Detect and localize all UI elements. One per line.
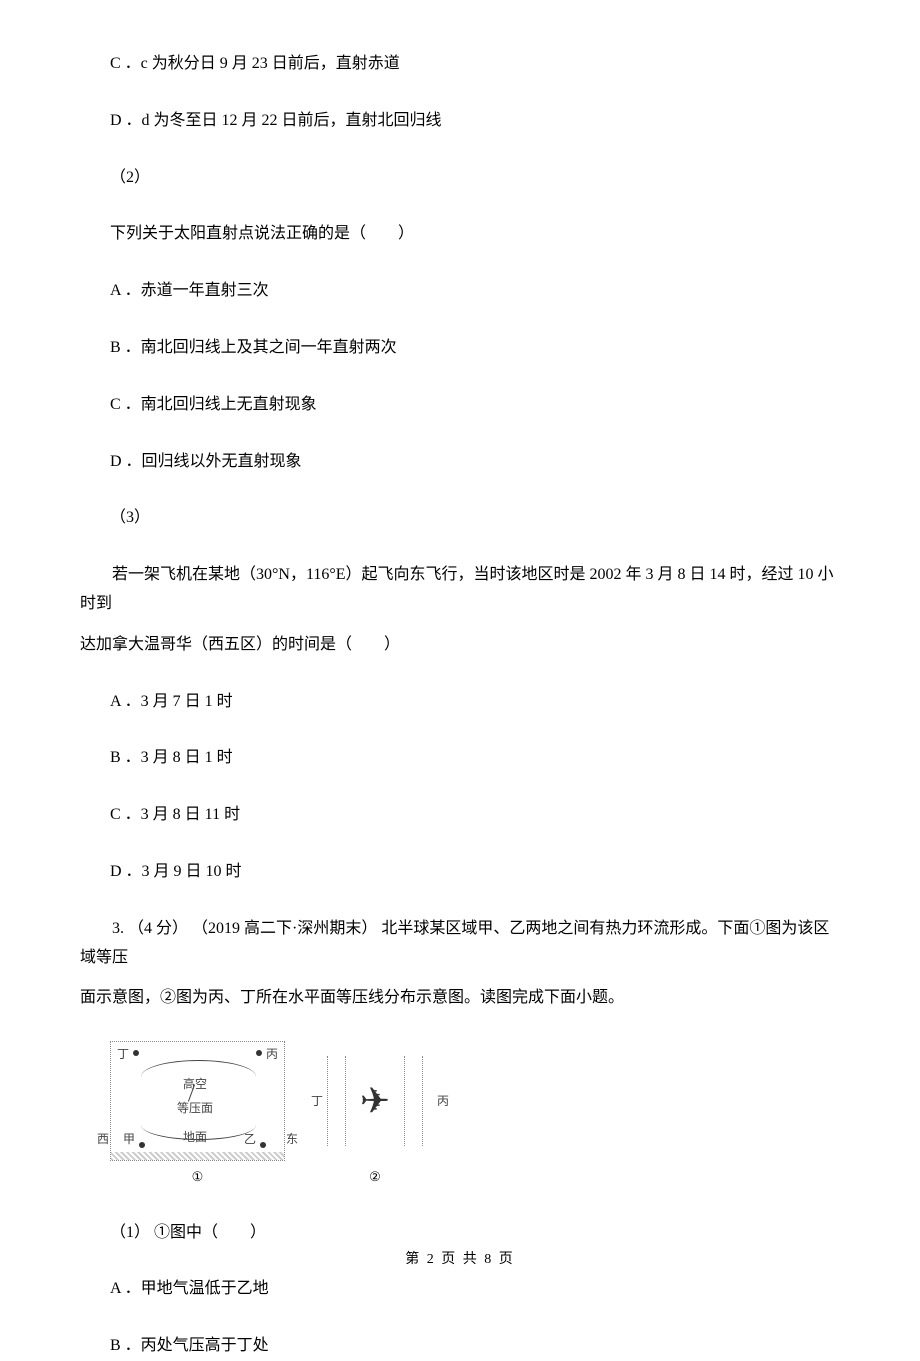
d1-label-ding: 丁	[117, 1044, 129, 1066]
diagram-container: 丁 丙 高空 等压面 地面 西 甲 乙 东 ①	[110, 1041, 840, 1188]
d1-label-ground: 地面	[183, 1127, 207, 1149]
qmain3-header-line2: 面示意图，②图为丙、丁所在水平面等压线分布示意图。读图完成下面小题。	[80, 984, 840, 1013]
d1-label-bing: 丙	[266, 1044, 278, 1066]
qmain3-sub1-option-a: A ．甲地气温低于乙地	[110, 1275, 840, 1304]
d1-label-sky: 高空	[183, 1074, 207, 1096]
q2-prompt: 下列关于太阳直射点说法正确的是（ ）	[110, 220, 840, 249]
q3-option-d: D ．3 月 9 日 10 时	[110, 858, 840, 887]
q3-option-b: B ．3 月 8 日 1 时	[110, 744, 840, 773]
d1-label-west: 西	[97, 1129, 109, 1151]
d2-line-3	[404, 1056, 405, 1146]
d1-dot-tr	[256, 1050, 262, 1056]
page-footer: 第 2 页 共 8 页	[0, 1247, 920, 1272]
qmain3-sub1-option-b: B ．丙处气压高于丁处	[110, 1332, 840, 1361]
d1-label-east: 东	[286, 1129, 298, 1151]
q2-option-b: B ．南北回归线上及其之间一年直射两次	[110, 334, 840, 363]
q2-option-c: C ．南北回归线上无直射现象	[110, 391, 840, 420]
d1-label-jia: 甲	[123, 1129, 135, 1151]
diagram-1: 丁 丙 高空 等压面 地面 西 甲 乙 东	[110, 1041, 285, 1161]
q2-number: （2）	[110, 164, 840, 193]
diagram-2: 丁 丙 ✈	[315, 1041, 435, 1161]
d2-arrow-icon: ✈	[360, 1083, 390, 1119]
q1-option-d: D ．d 为冬至日 12 月 22 日前后，直射北回归线	[110, 107, 840, 136]
d2-label-ding: 丁	[311, 1091, 323, 1113]
q3-prompt-line1: 若一架飞机在某地（30°N，116°E）起飞向东飞行，当时该地区时是 2002 …	[80, 561, 840, 619]
d1-dot-tl	[133, 1050, 139, 1056]
d1-number: ①	[110, 1165, 285, 1188]
d1-dot-bl	[139, 1142, 145, 1148]
q3-prompt-line2: 达加拿大温哥华（西五区）的时间是（ ）	[80, 631, 840, 660]
qmain3-sub1-prompt: （1） ①图中（ ）	[110, 1219, 840, 1248]
d1-ground-hatch	[111, 1152, 284, 1160]
diagram-1-wrapper: 丁 丙 高空 等压面 地面 西 甲 乙 东 ①	[110, 1041, 285, 1188]
q2-option-a: A ．赤道一年直射三次	[110, 277, 840, 306]
q3-number: （3）	[110, 504, 840, 533]
d2-line-1	[327, 1056, 328, 1146]
d2-line-2	[345, 1056, 346, 1146]
d1-label-yi: 乙	[244, 1129, 256, 1151]
d1-dot-br	[260, 1142, 266, 1148]
q2-option-d: D ．回归线以外无直射现象	[110, 448, 840, 477]
d1-label-surface: 等压面	[177, 1098, 213, 1120]
qmain3-header-line1: 3. （4 分） （2019 高二下·深州期末） 北半球某区域甲、乙两地之间有热…	[80, 915, 840, 973]
q1-option-c: C ．c 为秋分日 9 月 23 日前后，直射赤道	[110, 50, 840, 79]
q3-option-a: A ．3 月 7 日 1 时	[110, 688, 840, 717]
d2-number: ②	[315, 1165, 435, 1188]
d2-label-bing: 丙	[437, 1091, 449, 1113]
diagram-2-wrapper: 丁 丙 ✈ ②	[315, 1041, 435, 1188]
d2-line-4	[422, 1056, 423, 1146]
q3-option-c: C ．3 月 8 日 11 时	[110, 801, 840, 830]
